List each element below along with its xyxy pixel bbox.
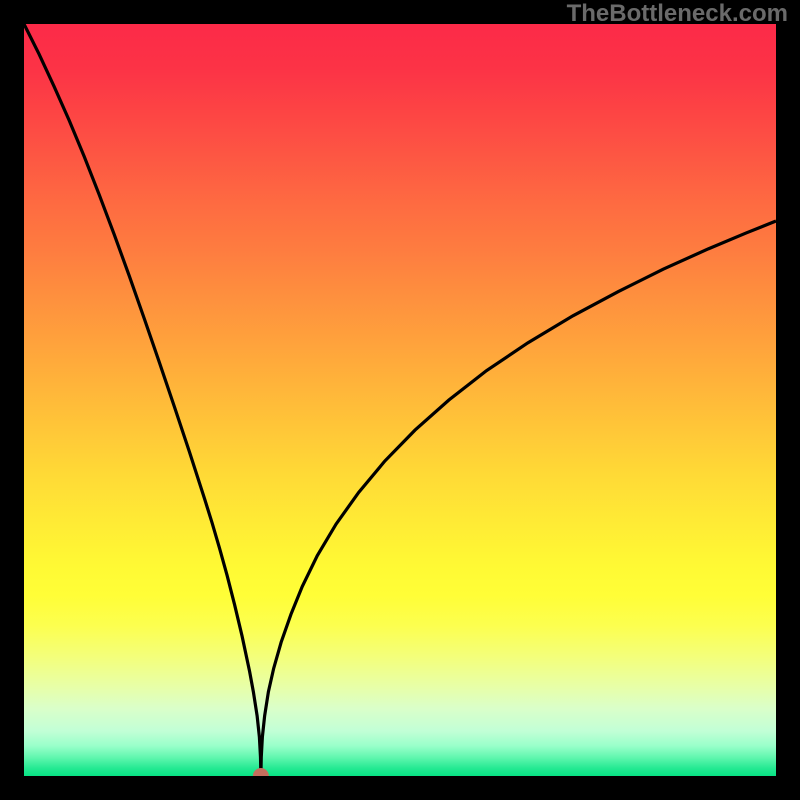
bottleneck-curve-chart bbox=[24, 24, 776, 776]
gradient-background bbox=[24, 24, 776, 776]
chart-container: TheBottleneck.com bbox=[0, 0, 800, 800]
